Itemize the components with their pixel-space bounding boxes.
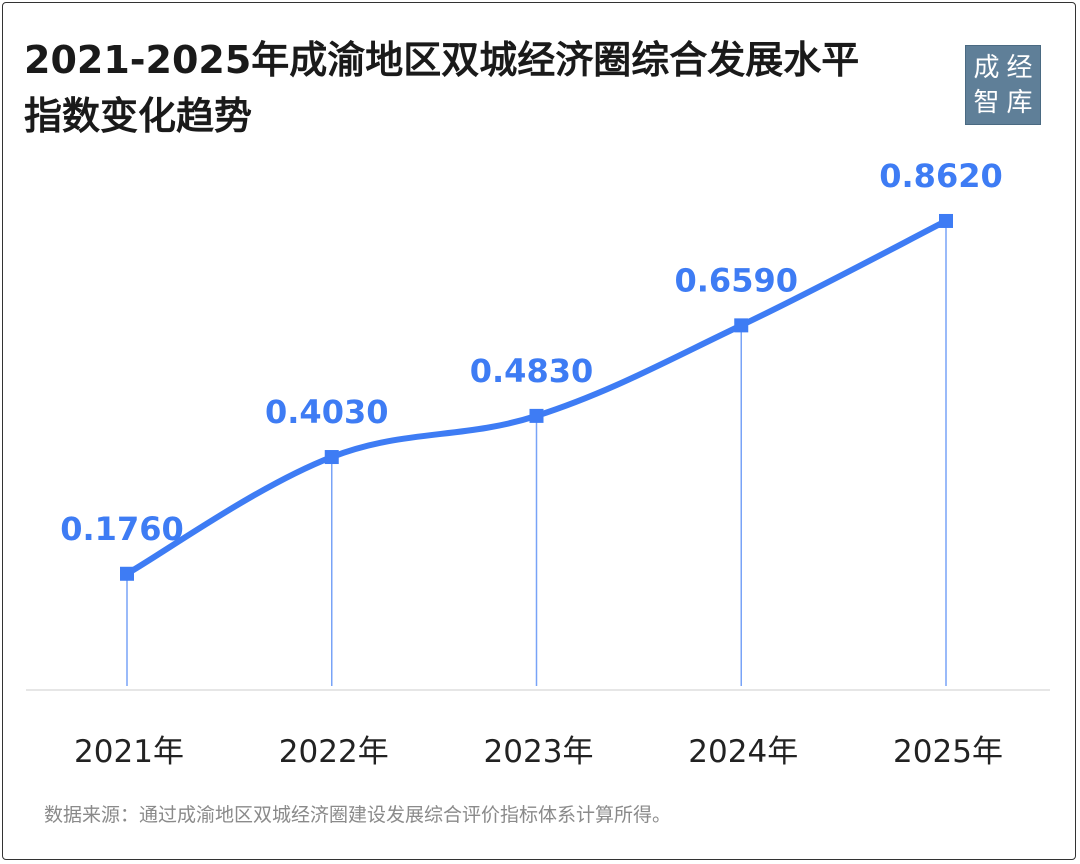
data-point-marker xyxy=(120,566,134,581)
data-value-label: 0.1760 xyxy=(60,510,183,548)
x-tick-label: 2024年 xyxy=(688,734,798,770)
x-tick-label: 2022年 xyxy=(279,734,389,770)
x-tick-label: 2023年 xyxy=(484,734,594,770)
data-value-label: 0.8620 xyxy=(879,157,1002,195)
chart-title-line1: 2021-2025年成渝地区双城经济圈综合发展水平 xyxy=(24,38,860,82)
logo-char: 经 xyxy=(1006,52,1033,83)
drop-lines xyxy=(126,220,947,686)
x-tick-label: 2021年 xyxy=(74,734,184,770)
data-point-marker xyxy=(324,450,339,465)
data-value-label: 0.4030 xyxy=(265,393,388,431)
x-tick-label: 2025年 xyxy=(893,734,1003,770)
source-note: 数据来源：通过成渝地区双城经济圈建设发展综合评价指标体系计算所得。 xyxy=(44,804,672,826)
logo-char: 库 xyxy=(1006,87,1033,118)
chart-title-line2: 指数变化趋势 xyxy=(24,94,253,138)
data-value-label: 0.6590 xyxy=(675,261,798,299)
chart-title: 2021-2025年成渝地区双城经济圈综合发展水平 指数变化趋势 xyxy=(24,32,944,144)
data-point-marker xyxy=(939,213,953,228)
data-markers xyxy=(120,213,953,581)
logo-char: 成 xyxy=(973,52,1000,83)
logo-char: 智 xyxy=(973,87,1000,118)
data-labels: 0.1760 0.4030 0.4830 0.6590 0.8620 xyxy=(60,157,1002,548)
data-point-marker xyxy=(529,408,544,423)
data-value-label: 0.4830 xyxy=(470,352,593,390)
data-point-marker xyxy=(734,318,749,333)
x-tick-labels: 2021年 2022年 2023年 2024年 2025年 xyxy=(74,734,1003,770)
brand-logo: 成 经 智 库 xyxy=(965,45,1041,125)
